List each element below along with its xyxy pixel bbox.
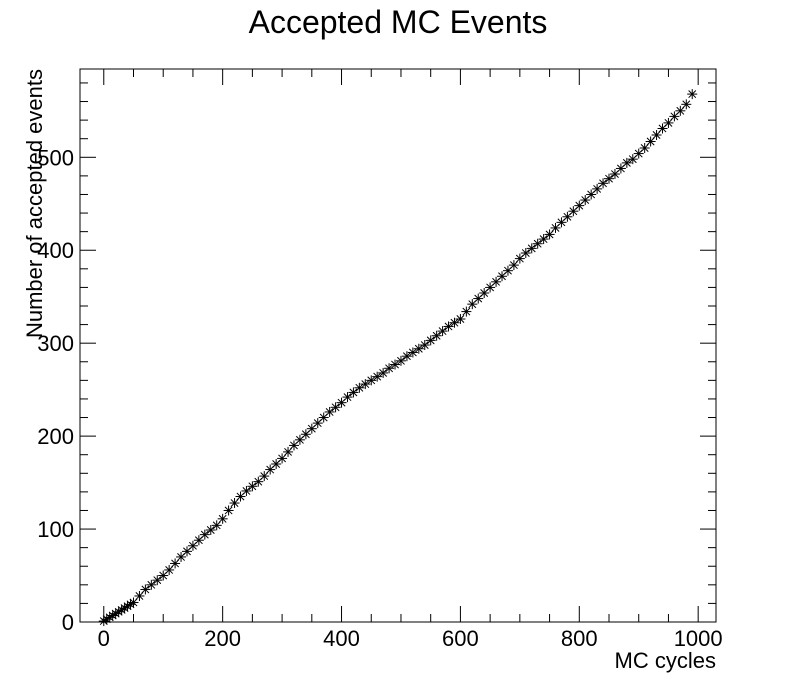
data-point (455, 314, 466, 325)
data-point (360, 379, 371, 390)
data-point (348, 387, 359, 398)
data-point (223, 505, 234, 516)
data-point (259, 471, 270, 482)
data-point (342, 392, 353, 403)
x-tick-label: 400 (323, 626, 360, 651)
data-point (604, 173, 615, 184)
data-point (437, 326, 448, 337)
data-point (598, 178, 609, 189)
data-point (526, 243, 537, 254)
data-point (336, 397, 347, 408)
data-point (300, 429, 311, 440)
data-point (615, 163, 626, 174)
data-point (645, 136, 656, 147)
data-point (419, 340, 430, 351)
data-point (283, 446, 294, 457)
data-point (687, 89, 698, 100)
data-point (663, 117, 674, 128)
x-axis-title: MC cycles (615, 648, 716, 673)
chart-title: Accepted MC Events (249, 4, 548, 40)
data-point (538, 234, 549, 245)
data-point (140, 584, 151, 595)
data-point (508, 260, 519, 271)
y-tick-label: 0 (62, 610, 74, 635)
data-point (241, 485, 252, 496)
data-point (651, 129, 662, 140)
data-point (639, 143, 650, 153)
data-point (125, 599, 136, 610)
data-point (247, 481, 258, 492)
x-tick-label: 0 (98, 626, 110, 651)
plot-frame (79, 68, 717, 623)
data-point (401, 351, 412, 362)
x-tick-label: 1000 (674, 626, 723, 651)
data-point (449, 317, 460, 328)
data-point (675, 105, 686, 116)
x-tick-label: 600 (442, 626, 479, 651)
data-point (146, 579, 157, 590)
data-point (633, 148, 644, 159)
data-point (324, 406, 335, 417)
data-point (532, 238, 543, 249)
data-point (390, 359, 401, 370)
x-tick-label: 200 (204, 626, 241, 651)
y-tick-label: 300 (37, 331, 74, 356)
x-axis-ticks (103, 69, 699, 622)
data-point (134, 590, 145, 601)
data-point (330, 402, 341, 413)
data-point (413, 343, 424, 354)
y-tick-label: 400 (37, 238, 74, 263)
y-axis-title: Number of accepted events (22, 69, 47, 338)
data-point (211, 520, 222, 531)
y-axis-ticks (80, 82, 716, 623)
y-tick-label: 100 (37, 517, 74, 542)
data-point (253, 476, 264, 487)
data-point (431, 330, 442, 341)
data-point (170, 558, 181, 569)
data-point (378, 367, 389, 378)
data-point (354, 382, 365, 393)
data-point (461, 306, 472, 317)
data-points (98, 89, 698, 627)
data-point (205, 524, 216, 535)
data-point (425, 335, 436, 346)
data-point (407, 347, 418, 358)
data-point (366, 375, 377, 386)
data-point (229, 498, 240, 509)
y-axis-tick-labels: 0 100 200 300 400 500 (37, 145, 74, 635)
data-point (199, 529, 210, 540)
y-tick-label: 200 (37, 424, 74, 449)
data-point (152, 575, 163, 586)
data-point (443, 321, 454, 332)
data-point (164, 564, 175, 575)
data-point (395, 355, 406, 366)
data-point (384, 363, 395, 374)
data-point (544, 229, 555, 240)
data-point (681, 99, 692, 110)
data-point (277, 453, 288, 464)
data-point (621, 157, 632, 168)
x-axis-tick-labels: 0 200 400 600 800 1000 (98, 626, 723, 651)
data-point (217, 513, 228, 524)
x-tick-label: 800 (561, 626, 598, 651)
data-point (372, 371, 383, 382)
data-point (128, 597, 139, 608)
y-tick-label: 500 (37, 145, 74, 170)
data-point (520, 248, 531, 259)
